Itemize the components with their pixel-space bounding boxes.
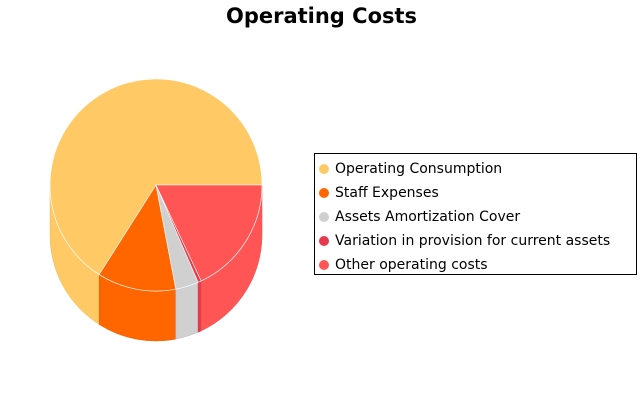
legend: Operating Consumption Staff Expenses Ass… bbox=[314, 153, 637, 275]
legend-item-assets-amortization-cover: Assets Amortization Cover bbox=[319, 205, 636, 229]
legend-item-operating-consumption: Operating Consumption bbox=[319, 157, 636, 181]
legend-swatch-icon bbox=[319, 236, 329, 246]
legend-item-staff-expenses: Staff Expenses bbox=[319, 181, 636, 205]
legend-swatch-icon bbox=[319, 164, 329, 174]
pie-side-2 bbox=[175, 281, 199, 340]
pie-slice-4 bbox=[155, 184, 263, 282]
chart-title: Operating Costs bbox=[225, 4, 418, 28]
legend-swatch-icon bbox=[319, 212, 329, 222]
pie-side-3 bbox=[197, 280, 202, 333]
legend-label: Operating Consumption bbox=[335, 161, 503, 177]
legend-swatch-icon bbox=[319, 260, 329, 270]
pie-top-slices bbox=[49, 78, 263, 292]
legend-label: Other operating costs bbox=[335, 257, 488, 273]
legend-label: Staff Expenses bbox=[335, 185, 439, 201]
legend-label: Assets Amortization Cover bbox=[335, 209, 521, 225]
pie-slice-1 bbox=[98, 184, 177, 292]
legend-item-variation-in-provision: Variation in provision for current asset… bbox=[319, 229, 636, 253]
legend-swatch-icon bbox=[319, 188, 329, 198]
legend-item-other-operating-costs: Other operating costs bbox=[319, 253, 636, 277]
pie-slice-0 bbox=[49, 78, 263, 275]
legend-label: Variation in provision for current asset… bbox=[335, 233, 611, 249]
